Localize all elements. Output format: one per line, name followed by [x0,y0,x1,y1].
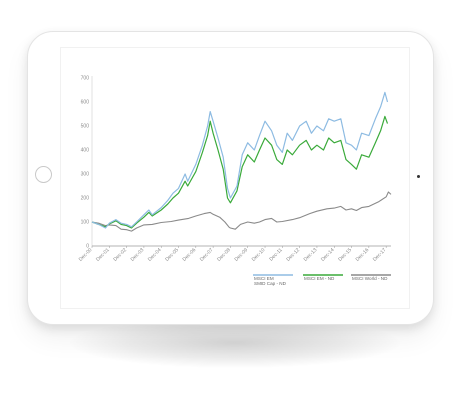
y-tick-label: 700 [81,76,90,82]
y-tick-label: 100 [81,220,90,226]
home-button[interactable] [35,166,52,183]
x-tick-label: Dec-00 [78,247,94,263]
x-tick-label: Dec-05 [164,247,180,263]
series-line-0 [91,91,389,229]
legend-label-2: MSCI EM - ND [304,276,335,281]
x-tick-label: Dec-12 [285,247,301,263]
x-tick-label: Dec-09 [233,247,249,263]
y-tick-label: 600 [81,100,90,106]
tablet-frame: 0 100 200 300 400 500 600 700 Dec-00 Dec-01 Dec-0… [27,31,434,325]
x-tick-label: Dec-03 [130,247,146,263]
x-tick-label: Dec-01 [95,247,111,263]
x-tick-label: Dec-17 [372,247,388,263]
legend-label-0: MSCI EM [254,276,274,281]
y-tick-label: 300 [81,172,90,178]
x-tick-label: Dec-16 [355,247,371,263]
x-tick-label: Dec-13 [303,247,319,263]
series-line-2 [91,191,392,232]
x-axis: Dec-00 Dec-01 Dec-02 Dec-03 Dec-04 Dec-05 Dec-… [78,245,391,263]
legend-label-1: SMID Cap - ND [254,281,287,286]
x-tick-label: Dec-14 [320,247,336,263]
y-tick-label: 200 [81,196,90,202]
device-shadow [70,318,400,368]
x-tick-label: Dec-07 [199,247,215,263]
x-tick-label: Dec-10 [251,247,267,263]
x-tick-label: Dec-15 [337,247,353,263]
x-tick-label: Dec-04 [147,247,163,263]
y-axis: 0 100 200 300 400 500 600 700 [81,76,93,250]
x-tick-label: Dec-06 [182,247,198,263]
y-tick-label: 400 [81,148,90,154]
chart-series [91,91,392,232]
x-tick-label: Dec-11 [268,247,284,263]
y-tick-label: 0 [86,244,89,250]
tablet-screen: 0 100 200 300 400 500 600 700 Dec-00 Dec-01 Dec-0… [60,47,410,309]
x-tick-label: Dec-02 [112,247,128,263]
y-tick-label: 500 [81,124,90,130]
x-tick-label: Dec-08 [216,247,232,263]
legend-label-3: MSCI World - ND [352,276,388,281]
camera-dot [417,175,420,178]
series-line-1 [91,115,389,229]
